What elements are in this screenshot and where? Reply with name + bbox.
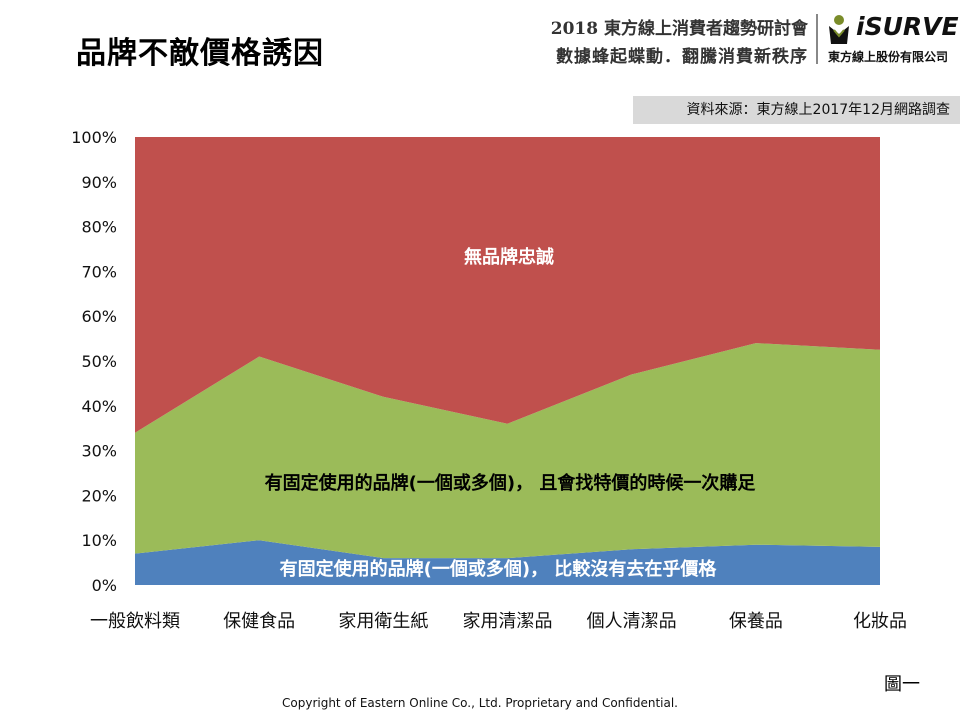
area-series-0 <box>135 540 880 585</box>
y-tick-label: 60% <box>81 307 117 326</box>
series-label-2: 無品牌忠誠 <box>464 246 554 268</box>
x-category-label: 保養品 <box>729 611 783 632</box>
logo-subtitle: 東方線上股份有限公司 <box>828 50 949 64</box>
logo-wordmark: iSURVEY <box>856 12 960 41</box>
x-category-label: 化妝品 <box>853 611 907 632</box>
company-logo: iSURVEY 東方線上股份有限公司 <box>824 12 960 68</box>
x-category-label: 家用衛生紙 <box>338 611 428 632</box>
y-tick-label: 90% <box>81 173 117 192</box>
series-label-1: 有固定使用的品牌(一個或多個)， 且會找特價的時候一次購足 <box>265 472 756 494</box>
logo-divider <box>816 14 818 64</box>
x-category-label: 家用清潔品 <box>463 611 553 632</box>
area-series-1 <box>135 343 880 559</box>
x-category-label: 保健食品 <box>223 611 295 632</box>
y-tick-label: 80% <box>81 218 117 237</box>
x-category-label: 個人清潔品 <box>587 611 677 632</box>
x-category-label: 一般飲料類 <box>90 611 180 632</box>
page-title: 品牌不敵價格誘因 <box>76 36 324 71</box>
y-tick-label: 10% <box>81 531 117 550</box>
area-series-2 <box>135 137 880 433</box>
y-tick-label: 70% <box>81 262 117 281</box>
y-tick-label: 100% <box>71 128 117 147</box>
event-slogan: 數據蜂起蝶動．翻騰消費新秩序 <box>556 47 808 67</box>
y-tick-label: 30% <box>81 442 117 461</box>
event-title: 2018 東方線上消費者趨勢研討會 <box>550 19 808 39</box>
figure-label: 圖一 <box>884 674 920 695</box>
source-note: 資料來源：東方線上2017年12月網路調查 <box>633 96 960 124</box>
y-tick-label: 40% <box>81 397 117 416</box>
copyright-notice: Copyright of Eastern Online Co., Ltd. Pr… <box>282 696 678 710</box>
y-tick-label: 50% <box>81 352 117 371</box>
y-tick-label: 20% <box>81 486 117 505</box>
y-tick-label: 0% <box>92 576 117 595</box>
logo-mark-icon <box>826 14 852 46</box>
series-label-0: 有固定使用的品牌(一個或多個)， 比較沒有去在乎價格 <box>280 558 718 580</box>
